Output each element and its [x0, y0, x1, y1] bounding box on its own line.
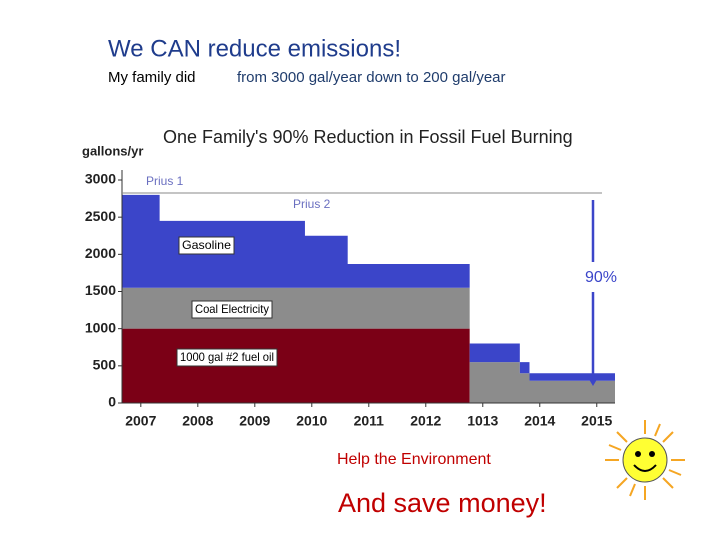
summary-text: from 3000 gal/year down to 200 gal/year: [237, 69, 506, 86]
y-tick-label: 1000: [85, 319, 116, 335]
y-tick-label: 1500: [85, 282, 116, 298]
legend-box: [178, 236, 235, 255]
sun: [605, 420, 685, 500]
x-tick-label: 2008: [182, 413, 213, 429]
y-tick-label: 0: [108, 394, 116, 410]
annotation: Prius 2: [293, 197, 331, 211]
chart-title: One Family's 90% Reduction in Fossil Fue…: [163, 127, 573, 147]
y-tick-label: 500: [93, 357, 117, 373]
annotation: Prius 1: [146, 174, 184, 188]
slide-title: We CAN reduce emissions!: [108, 35, 401, 62]
legend-label: Gasoline: [182, 238, 231, 252]
x-tick-label: 2014: [524, 413, 555, 429]
x-tick-label: 2012: [410, 413, 441, 429]
x-tick-label: 2015: [581, 413, 612, 429]
legend-box: [191, 300, 273, 319]
annotation: Solar 3: [570, 363, 605, 375]
y-tick-label: 2500: [85, 208, 116, 224]
annotation: PV-1: [532, 353, 556, 365]
x-tick-label: 1013: [467, 413, 498, 429]
intro-text: My family did: [108, 69, 196, 86]
x-tick-label: 2009: [239, 413, 270, 429]
footer-text: And save money!: [338, 488, 547, 518]
x-tick-label: 2010: [296, 413, 327, 429]
y-tick-label: 3000: [85, 171, 116, 187]
y-axis-label: gallons/yr: [82, 143, 143, 158]
legend-label: 1000 gal #2 fuel oil: [180, 350, 274, 364]
x-tick-label: 2007: [125, 413, 156, 429]
area: [122, 194, 615, 381]
legend-box: [176, 348, 278, 367]
annotation: Solar 1: [357, 238, 395, 252]
annotation: Solar 2: [516, 324, 551, 336]
legend-label: Coal Electricity: [195, 302, 269, 316]
arrow-head: [587, 376, 599, 386]
area: [122, 328, 615, 403]
footer-text: Help the Environment: [337, 451, 491, 468]
annotation: Geo Heat Pump: [478, 262, 510, 304]
y-tick-label: 2000: [85, 245, 116, 261]
annotation: 90%: [585, 269, 617, 286]
x-tick-label: 2011: [354, 413, 385, 429]
